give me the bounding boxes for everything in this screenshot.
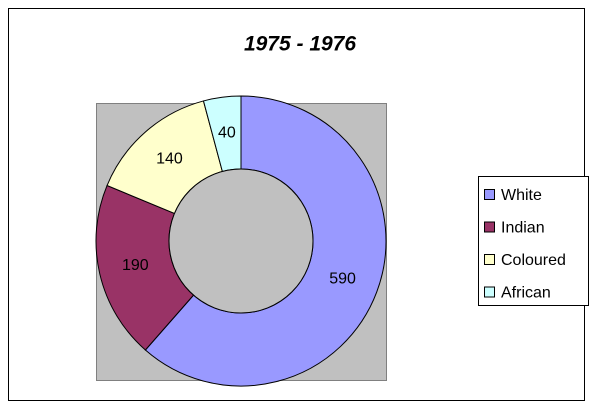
donut-hole <box>168 168 314 314</box>
legend-swatch <box>484 286 495 298</box>
legend-box <box>478 176 589 306</box>
legend: White Indian Coloured African <box>484 187 566 302</box>
donut: 590 190 140 40 <box>95 95 387 387</box>
legend-swatch <box>484 189 495 200</box>
legend-label: Indian <box>501 220 545 237</box>
data-label: 140 <box>156 151 183 168</box>
data-label: 590 <box>329 270 356 287</box>
legend-label: Coloured <box>501 252 566 269</box>
chart-title: 1975 - 1976 <box>244 33 356 56</box>
data-label: 40 <box>218 125 236 142</box>
legend-swatch <box>484 254 495 265</box>
legend-swatch <box>484 221 495 233</box>
legend-label: White <box>501 187 542 204</box>
legend-label: African <box>501 285 551 302</box>
data-label: 190 <box>122 257 149 274</box>
